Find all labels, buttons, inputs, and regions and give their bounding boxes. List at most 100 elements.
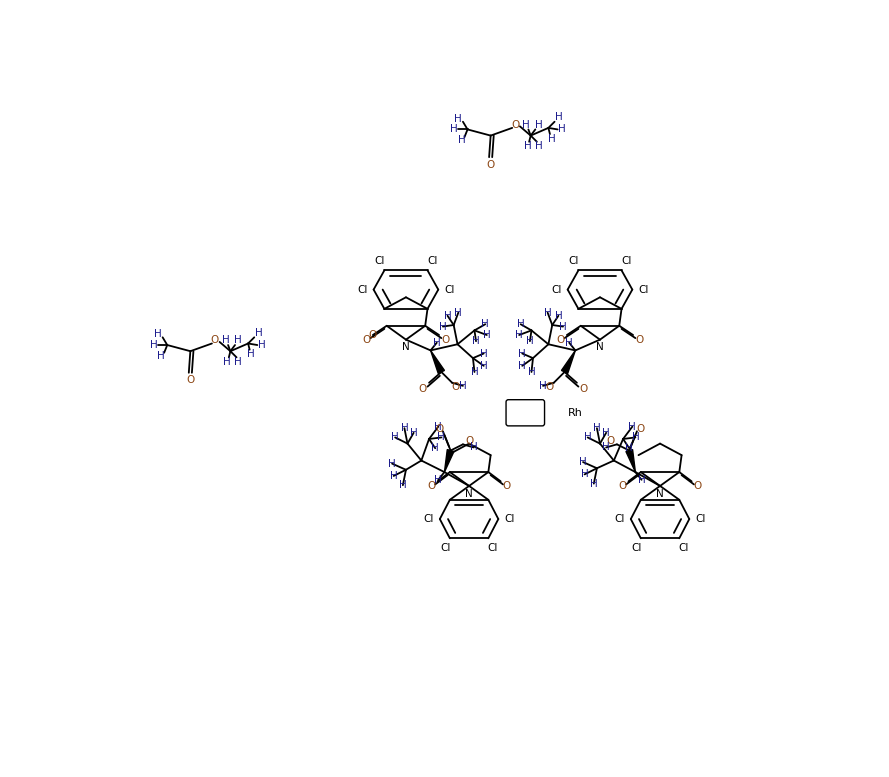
Text: H: H — [454, 308, 462, 318]
FancyBboxPatch shape — [506, 399, 545, 426]
Text: H: H — [526, 336, 533, 347]
Text: H: H — [480, 349, 487, 358]
Text: H: H — [590, 479, 597, 489]
Text: H: H — [559, 322, 567, 332]
Polygon shape — [430, 350, 444, 374]
Text: O: O — [693, 481, 702, 491]
Text: H: H — [517, 319, 525, 329]
Text: H: H — [410, 428, 418, 437]
Text: H: H — [444, 311, 452, 321]
Text: O: O — [502, 481, 511, 491]
Polygon shape — [562, 350, 575, 374]
Text: H: H — [602, 428, 610, 437]
Text: H: H — [469, 442, 477, 452]
Text: O: O — [635, 335, 644, 345]
Text: H: H — [247, 350, 255, 359]
Text: H: H — [223, 357, 231, 367]
Text: H: H — [435, 475, 442, 485]
Text: H: H — [472, 336, 480, 347]
Text: H: H — [558, 124, 566, 134]
Text: H: H — [522, 120, 530, 130]
Text: H: H — [593, 423, 601, 434]
Text: H: H — [581, 469, 589, 479]
Text: H: H — [625, 443, 633, 453]
Text: H: H — [584, 433, 591, 442]
Polygon shape — [444, 450, 454, 472]
Text: H: H — [629, 422, 637, 432]
Text: H: H — [157, 350, 165, 361]
Text: H: H — [548, 134, 556, 144]
Text: Cl: Cl — [621, 256, 631, 266]
Text: O: O — [441, 335, 449, 345]
Text: H: H — [539, 381, 547, 391]
Text: O: O — [486, 160, 495, 170]
Text: H: H — [389, 471, 397, 481]
Text: O: O — [452, 382, 461, 392]
Text: H: H — [579, 457, 587, 467]
Text: H: H — [234, 357, 242, 367]
Text: O: O — [419, 384, 427, 394]
Text: Cl: Cl — [440, 542, 451, 552]
Text: O: O — [636, 424, 645, 434]
Text: H: H — [149, 340, 157, 350]
Text: H: H — [431, 443, 439, 453]
Text: H: H — [399, 480, 407, 490]
Text: H: H — [527, 367, 535, 377]
Text: H: H — [483, 330, 491, 340]
Text: H: H — [534, 120, 542, 130]
Text: O: O — [186, 375, 195, 385]
Text: H: H — [388, 458, 396, 469]
Text: H: H — [437, 433, 445, 442]
Text: Cl: Cl — [631, 542, 641, 552]
Text: H: H — [433, 338, 441, 348]
Polygon shape — [626, 450, 636, 472]
Text: H: H — [518, 349, 526, 358]
Text: O: O — [546, 382, 554, 392]
Text: Cl: Cl — [357, 284, 368, 294]
Text: H: H — [391, 433, 399, 442]
Text: H: H — [255, 328, 263, 338]
Text: N: N — [656, 489, 664, 499]
Text: H: H — [439, 322, 447, 332]
Text: H: H — [154, 329, 162, 340]
Text: Cl: Cl — [695, 514, 705, 524]
Text: O: O — [511, 120, 519, 130]
Text: H: H — [524, 141, 532, 152]
Text: H: H — [459, 381, 467, 391]
Text: Cl: Cl — [678, 542, 689, 552]
Text: H: H — [234, 336, 242, 346]
Text: H: H — [454, 113, 462, 124]
Text: Cl: Cl — [374, 256, 385, 266]
Text: O: O — [579, 384, 587, 394]
Text: O: O — [363, 335, 371, 345]
Text: Cl: Cl — [488, 542, 498, 552]
Text: O: O — [436, 424, 444, 434]
Text: H: H — [518, 361, 526, 371]
Text: Cl: Cl — [424, 514, 434, 524]
Text: H: H — [470, 367, 478, 377]
Text: H: H — [544, 308, 551, 318]
Text: O: O — [428, 481, 436, 491]
Text: H: H — [516, 330, 523, 340]
Text: N: N — [465, 489, 473, 499]
Text: H: H — [602, 442, 610, 452]
Text: O: O — [465, 436, 473, 446]
Text: H: H — [565, 338, 573, 348]
Text: O: O — [606, 436, 615, 446]
Text: Rh: Rh — [517, 408, 533, 418]
Text: H: H — [631, 433, 639, 442]
Text: H: H — [222, 336, 229, 346]
Text: H: H — [258, 340, 266, 350]
Text: O: O — [369, 330, 377, 340]
Text: H: H — [555, 311, 562, 321]
Text: Cl: Cl — [427, 256, 437, 266]
Text: H: H — [450, 124, 458, 134]
Text: H: H — [637, 475, 645, 485]
Text: Cl: Cl — [504, 514, 515, 524]
Text: H: H — [534, 141, 542, 152]
Text: Rh: Rh — [568, 408, 583, 418]
Text: H: H — [435, 422, 442, 432]
Text: N: N — [597, 343, 604, 352]
Text: H: H — [401, 423, 408, 434]
Text: H: H — [481, 319, 489, 329]
